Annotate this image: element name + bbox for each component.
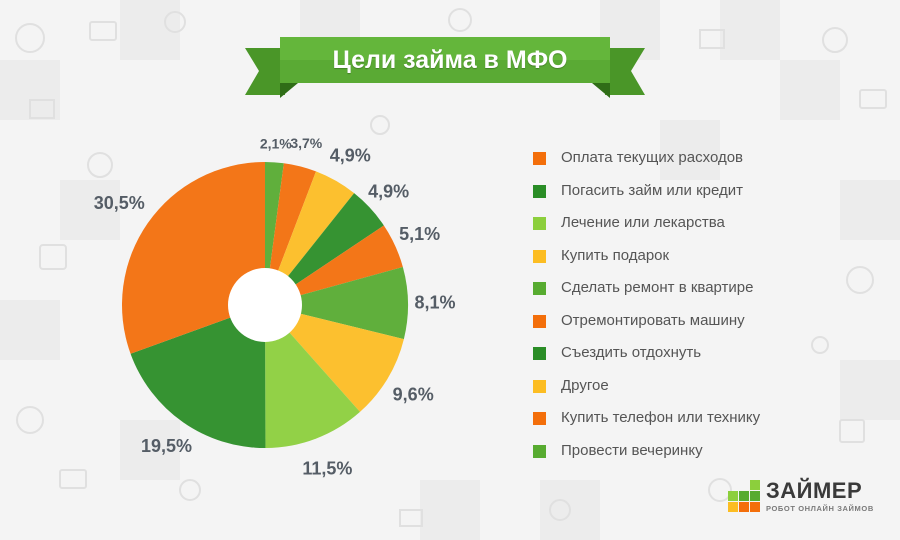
pie-slice — [130, 305, 266, 449]
legend-label: Провести вечеринку — [561, 441, 703, 459]
slice-value-label: 19,5% — [141, 436, 192, 456]
legend-item: Сделать ремонт в квартире — [533, 277, 863, 310]
legend-swatch — [533, 412, 546, 425]
legend-label: Купить телефон или технику — [561, 409, 761, 426]
logo-mark-icon — [728, 480, 762, 514]
logo-square — [750, 491, 760, 501]
legend-item: Провести вечеринку — [533, 440, 863, 473]
legend-item: Оплата текущих расходов — [533, 147, 863, 180]
legend-item: Купить подарок — [533, 245, 863, 278]
pie-slice — [265, 193, 384, 305]
legend-label: Сделать ремонт в квартире — [561, 279, 754, 296]
legend-swatch — [533, 314, 546, 328]
legend-item: Съездить отдохнуть — [533, 342, 863, 375]
slice-value-label: 9,6% — [393, 384, 434, 404]
title-ribbon — [245, 37, 645, 98]
legend-item: Купить телефон или технику — [533, 407, 863, 440]
slice-value-label: 5,1% — [399, 224, 440, 244]
legend-label: Погасить займ или кредит — [561, 181, 744, 199]
slice-value-label: 8,1% — [414, 293, 455, 313]
slice-value-label: 11,5% — [302, 459, 352, 479]
legend-swatch — [533, 347, 546, 360]
legend-label: Оплата текущих расходов — [561, 149, 744, 166]
legend-swatch — [533, 152, 546, 165]
pie-slice — [265, 225, 403, 305]
chart-legend: Оплата текущих расходов Погасить займ или… — [533, 147, 863, 472]
legend-label: Съездить отдохнуть — [561, 344, 702, 361]
legend-swatch — [533, 379, 546, 393]
pie-slice — [265, 305, 360, 448]
slice-value-label: 4,9% — [368, 181, 409, 201]
pie-slice — [265, 171, 355, 305]
slice-value-label: 2,1% — [260, 135, 292, 151]
logo-square — [750, 502, 760, 512]
logo-square — [739, 502, 749, 512]
legend-item: Лечение или лекарства — [533, 212, 863, 245]
legend-item: Погасить займ или кредит — [533, 180, 863, 213]
logo-tagline: РОБОТ ОНЛАЙН ЗАЙМОВ — [766, 504, 874, 513]
legend-item: Отремонтировать машину — [533, 310, 863, 343]
page-title: Цели займа в МФО — [332, 46, 568, 74]
slice-value-label: 30,5% — [94, 193, 145, 213]
slice-value-label: 3,7% — [290, 135, 322, 151]
pie-center-hole — [228, 268, 302, 342]
pie-slice — [265, 305, 404, 412]
legend-item: Другое — [533, 375, 863, 408]
legend-label: Другое — [561, 376, 609, 394]
legend-swatch — [533, 217, 546, 230]
legend-swatch — [533, 184, 546, 198]
slice-value-label: 4,9% — [330, 146, 371, 166]
legend-label: Купить подарок — [561, 246, 670, 264]
pie-slice — [265, 267, 408, 340]
logo-name: ЗАЙМЕР — [766, 478, 863, 503]
logo-square — [728, 502, 738, 512]
zaymer-logo: ЗАЙМЕР РОБОТ ОНЛАЙН ЗАЙМОВ — [728, 478, 888, 518]
legend-label: Отремонтировать машину — [561, 311, 745, 329]
legend-swatch — [533, 282, 546, 295]
legend-swatch — [533, 444, 546, 458]
legend-label: Лечение или лекарства — [561, 214, 725, 231]
legend-swatch — [533, 249, 546, 263]
logo-square — [728, 491, 738, 501]
logo-square — [739, 491, 749, 501]
pie-slice — [265, 163, 317, 305]
logo-square — [750, 480, 760, 490]
